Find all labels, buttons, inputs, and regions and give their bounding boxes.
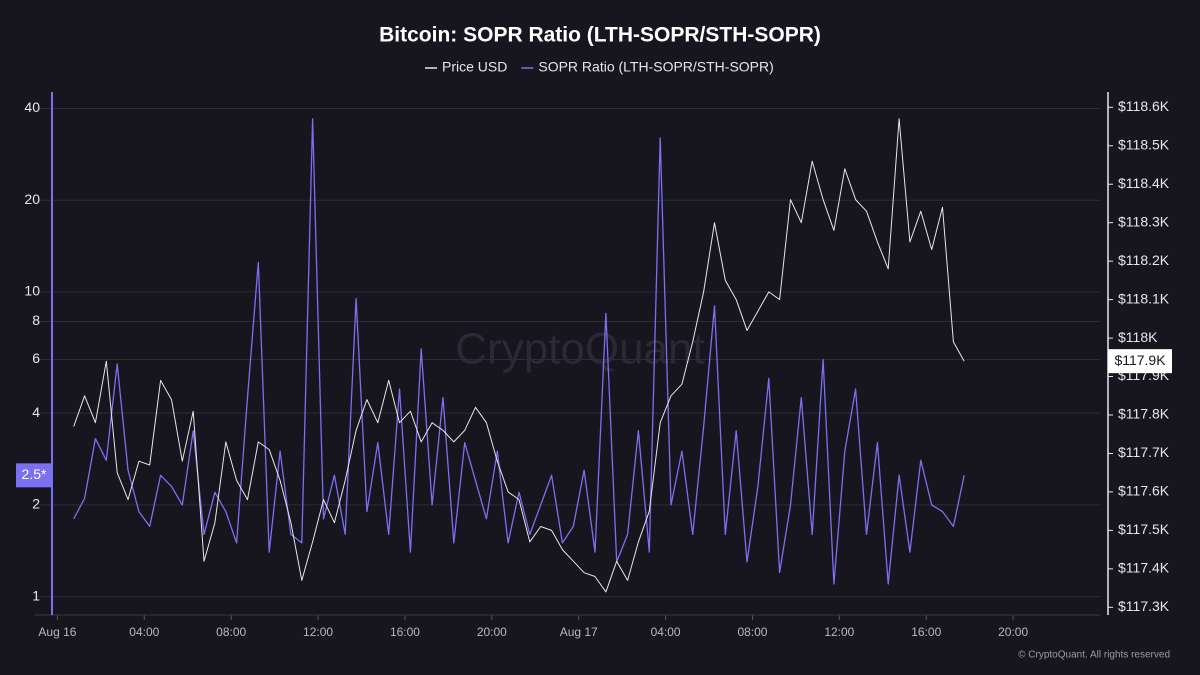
y2-tick-label: $117.4K	[1118, 560, 1170, 576]
y2-tick-label: $117.8K	[1118, 406, 1170, 422]
x-tick-label: 12:00	[824, 625, 854, 639]
legend-label: Price USD	[442, 59, 507, 75]
y2-tick-label: $118.2K	[1118, 252, 1170, 268]
last-value-badge	[16, 463, 52, 488]
y-tick-label: 6	[32, 350, 40, 366]
x-tick-label: Aug 16	[38, 625, 76, 639]
legend-label: SOPR Ratio (LTH-SOPR/STH-SOPR)	[538, 59, 773, 75]
legend: Price USD SOPR Ratio (LTH-SOPR/STH-SOPR)	[425, 59, 774, 75]
x-tick-label: 04:00	[651, 625, 681, 639]
series-line	[73, 118, 965, 593]
chart-title: Bitcoin: SOPR Ratio (LTH-SOPR/STH-SOPR)	[379, 24, 821, 47]
x-tick-label: 20:00	[477, 625, 507, 639]
y2-tick-label: $117.6K	[1118, 483, 1170, 499]
footer: © CryptoQuant. All rights reserved	[1018, 650, 1170, 661]
y-tick-label: 10	[24, 283, 40, 299]
x-tick-label: 04:00	[129, 625, 159, 639]
watermark: CryptoQuant	[455, 325, 704, 374]
series-line	[73, 118, 965, 585]
y2-tick-label: $118.3K	[1118, 213, 1170, 229]
y-tick-label: 2	[32, 496, 40, 512]
x-tick-label: 08:00	[216, 625, 246, 639]
y-tick-label: 8	[32, 312, 40, 328]
y2-tick-label: $117.3K	[1118, 598, 1170, 614]
x-tick-label: 20:00	[998, 625, 1028, 639]
y-tick-label: 40	[24, 99, 40, 115]
last-value-label: 2.5*	[22, 466, 47, 482]
x-tick-label: Aug 17	[560, 625, 598, 639]
x-tick-label: 16:00	[390, 625, 420, 639]
last-value-label: $117.9K	[1114, 352, 1166, 368]
x-tick-label: 12:00	[303, 625, 333, 639]
y2-tick-label: $117.5K	[1118, 521, 1170, 537]
y2-tick-label: $118.1K	[1118, 290, 1170, 306]
y2-tick-label: $118.5K	[1118, 136, 1170, 152]
x-tick-label: 16:00	[911, 625, 941, 639]
y2-tick-label: $118.6K	[1118, 98, 1170, 114]
y-tick-label: 1	[32, 587, 40, 603]
y-tick-label: 20	[24, 191, 40, 207]
y2-tick-label: $117.7K	[1118, 444, 1170, 460]
y2-tick-label: $118.4K	[1118, 175, 1170, 191]
last-value-badge	[1108, 349, 1172, 374]
y-tick-label: 4	[32, 404, 40, 420]
y2-tick-label: $118K	[1118, 329, 1158, 345]
x-tick-label: 08:00	[737, 625, 767, 639]
